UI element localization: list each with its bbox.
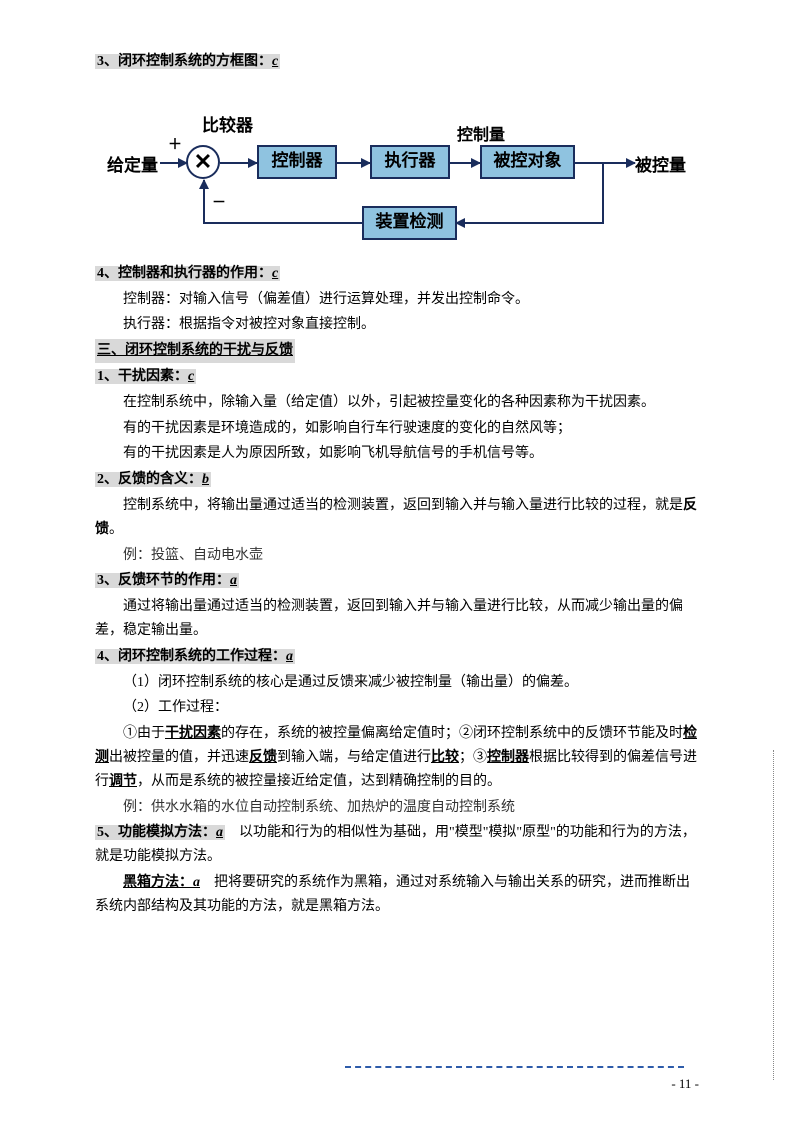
heading-3: 3、闭环控制系统的方框图：c [95, 50, 699, 74]
heading-5-5: 5、功能模拟方法：a 以功能和行为的相似性为基础，用"模型"模拟"原型"的功能和… [95, 821, 699, 869]
heading-5-1-suffix: c [188, 369, 194, 384]
line-fb-down [602, 162, 604, 224]
blackbox-label: 黑箱方法： [123, 875, 193, 890]
heading-5-3: 3、反馈环节的作用：a [95, 569, 699, 593]
minus-label: － [212, 192, 226, 216]
process-p3: ①由于干扰因素的存在，系统的被控量偏离给定值时；②闭环控制系统中的反馈环节能及时… [95, 722, 699, 793]
heading-5-5-suffix: a [216, 825, 223, 840]
heading-5-2-suffix: b [202, 472, 209, 487]
arrow-input [160, 162, 187, 164]
feedback-p1: 控制系统中，将输出量通过适当的检测装置，返回到输入并与输入量进行比较的过程，就是… [95, 494, 699, 542]
comparator-circle: ✕ [186, 145, 220, 179]
blackbox-suffix: a [193, 875, 200, 890]
input-label: 给定量 [107, 152, 158, 181]
heading-4-text: 4、控制器和执行器的作用： [97, 266, 272, 281]
arrow-ctrl-act [337, 162, 370, 164]
process-p2: （2）工作过程： [95, 696, 699, 720]
detector-box: 装置检测 [362, 206, 457, 240]
comparator-label: 比较器 [202, 112, 253, 141]
fbloop-p1: 通过将输出量通过适当的检测装置，返回到输入并与输入量进行比较，从而减少输出量的偏… [95, 595, 699, 643]
margin-dotted-line [773, 750, 774, 1080]
blackbox-line: 黑箱方法：a 把将要研究的系统作为黑箱，通过对系统输入与输出关系的研究，进而推断… [95, 871, 699, 919]
arrow-comp-ctrl [220, 162, 257, 164]
plus-label: ＋ [168, 134, 182, 158]
arrow-fb-up [203, 180, 205, 224]
controller-box: 控制器 [257, 145, 337, 179]
disturb-p2: 有的干扰因素是环境造成的，如影响自行车行驶速度的变化的自然风等； [95, 417, 699, 441]
heading-5-3-text: 3、反馈环节的作用： [97, 573, 230, 588]
bottom-dash-line [345, 1066, 684, 1068]
arrow-fb-to-det [456, 222, 604, 224]
heading-5-5-prefix: 5、功能模拟方法： [97, 825, 216, 840]
actuator-box: 执行器 [370, 145, 450, 179]
page-number: - 11 - [671, 1073, 699, 1095]
block-diagram: 给定量 ＋ ✕ 比较器 控制器 执行器 控制量 被控对象 被控量 装置检测 － [112, 104, 682, 254]
arrow-output [575, 162, 635, 164]
heading-3-text: 3、闭环控制系统的方框图： [97, 54, 272, 69]
process-example: 例：供水水箱的水位自动控制系统、加热炉的温度自动控制系统 [95, 796, 699, 820]
line-fb-left [203, 222, 362, 224]
heading-3-suffix: c [272, 54, 278, 69]
heading-5-4-text: 4、闭环控制系统的工作过程： [97, 649, 286, 664]
actuator-def: 执行器：根据指令对被控对象直接控制。 [95, 313, 699, 337]
heading-5-1: 1、干扰因素：c [95, 365, 699, 389]
heading-5-4: 4、闭环控制系统的工作过程：a [95, 645, 699, 669]
section-3-title: 三、闭环控制系统的干扰与反馈 [95, 339, 699, 363]
heading-4: 4、控制器和执行器的作用：c [95, 262, 699, 286]
disturb-p3: 有的干扰因素是人为原因所致，如影响飞机导航信号的手机信号等。 [95, 442, 699, 466]
heading-4-suffix: c [272, 266, 278, 281]
disturb-p1: 在控制系统中，除输入量（给定值）以外，引起被控量变化的各种因素称为干扰因素。 [95, 391, 699, 415]
object-box: 被控对象 [480, 145, 575, 179]
heading-5-2: 2、反馈的含义：b [95, 468, 699, 492]
heading-5-3-suffix: a [230, 573, 237, 588]
output-label: 被控量 [635, 152, 686, 181]
process-p1: （1）闭环控制系统的核心是通过反馈来减少被控制量（输出量）的偏差。 [95, 671, 699, 695]
heading-5-2-text: 2、反馈的含义： [97, 472, 202, 487]
feedback-example: 例：投篮、自动电水壶 [95, 544, 699, 568]
heading-5-4-suffix: a [286, 649, 293, 664]
controller-def: 控制器：对输入信号（偏差值）进行运算处理，并发出控制命令。 [95, 288, 699, 312]
heading-5-1-text: 1、干扰因素： [97, 369, 188, 384]
arrow-act-obj [450, 162, 480, 164]
